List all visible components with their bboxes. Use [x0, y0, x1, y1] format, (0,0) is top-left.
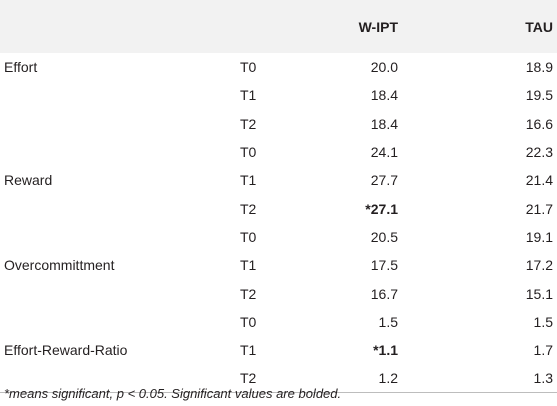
cell-tau: 21.4 [525, 172, 553, 189]
cell-wipt: 16.7 [370, 285, 398, 302]
header-measure [0, 0, 234, 53]
cell-measure [0, 194, 234, 222]
cell-time: T2 [234, 364, 304, 394]
cell-wipt: 27.7 [370, 172, 398, 189]
table-row: Effort-Reward-Ratio T1 *1.1 1.7 [0, 336, 557, 364]
cell-time: T0 [240, 144, 257, 161]
cell-wipt: 20.0 [370, 59, 398, 76]
table-row: T0 20.5 19.1 [0, 223, 557, 251]
table-row: T0 24.1 22.3 [0, 138, 557, 166]
table-footnote: *means significant, p < 0.05. Significan… [4, 386, 342, 401]
cell-measure: Overcommittment [4, 257, 115, 274]
cell-measure [0, 308, 234, 336]
header-wipt: W-IPT [358, 18, 398, 35]
cell-time: T2 [240, 115, 257, 132]
cell-time: T0 [240, 59, 257, 76]
cell-time: T1 [240, 87, 257, 104]
cell-wipt: 18.4 [370, 87, 398, 104]
cell-wipt: 1.5 [378, 313, 398, 330]
cell-wipt-significant: *1.1 [373, 342, 398, 359]
cell-tau: 1.7 [533, 342, 553, 359]
results-table-container: W-IPT TAU Effort T0 20.0 18.9 T1 18.4 19… [0, 0, 557, 394]
cell-measure: Effort-Reward-Ratio [4, 342, 128, 359]
cell-wipt: 18.4 [370, 115, 398, 132]
table-row: T2 1.2 1.3 [0, 364, 557, 394]
cell-time: T1 [240, 172, 257, 189]
cell-measure [0, 223, 234, 251]
cell-time: T0 [240, 313, 257, 330]
cell-wipt-significant: *27.1 [365, 200, 398, 217]
cell-tau: 17.2 [525, 257, 553, 274]
cell-time: T1 [240, 342, 257, 359]
cell-measure [0, 138, 234, 166]
cell-time: T0 [240, 228, 257, 245]
cell-tau: 1.3 [424, 364, 557, 394]
cell-wipt: 24.1 [370, 144, 398, 161]
cell-time: T1 [240, 257, 257, 274]
cell-tau: 22.3 [525, 144, 553, 161]
cell-tau: 16.6 [525, 115, 553, 132]
table-row: T2 *27.1 21.7 [0, 194, 557, 222]
cell-time: T2 [240, 200, 257, 217]
cell-tau: 18.9 [525, 59, 553, 76]
header-time [234, 0, 304, 53]
table-row: T0 1.5 1.5 [0, 308, 557, 336]
cell-wipt: 20.5 [370, 228, 398, 245]
table-header: W-IPT TAU [0, 0, 557, 53]
cell-tau: 15.1 [525, 285, 553, 302]
cell-time: T2 [240, 285, 257, 302]
cell-tau: 19.5 [525, 87, 553, 104]
table-row: Effort T0 20.0 18.9 [0, 53, 557, 81]
cell-wipt: 1.2 [304, 364, 424, 394]
cell-measure [0, 110, 234, 138]
cell-measure [0, 81, 234, 109]
cell-measure: Reward [4, 172, 53, 189]
results-table: W-IPT TAU Effort T0 20.0 18.9 T1 18.4 19… [0, 0, 557, 394]
header-row: W-IPT TAU [0, 0, 557, 53]
cell-measure: Effort [4, 59, 38, 76]
cell-measure [0, 364, 234, 394]
table-row: Overcommittment T1 17.5 17.2 [0, 251, 557, 279]
cell-tau: 1.5 [533, 313, 553, 330]
cell-wipt: 17.5 [370, 257, 398, 274]
table-row: Reward T1 27.7 21.4 [0, 166, 557, 194]
cell-measure [0, 279, 234, 307]
table-row: T2 18.4 16.6 [0, 110, 557, 138]
table-body: Effort T0 20.0 18.9 T1 18.4 19.5 T2 18.4… [0, 53, 557, 394]
cell-tau: 21.7 [525, 200, 553, 217]
table-row: T2 16.7 15.1 [0, 279, 557, 307]
header-tau: TAU [525, 18, 553, 35]
table-row: T1 18.4 19.5 [0, 81, 557, 109]
cell-tau: 19.1 [525, 228, 553, 245]
